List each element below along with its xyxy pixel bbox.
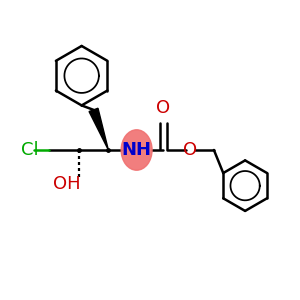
Polygon shape: [89, 108, 108, 150]
Text: Cl: Cl: [21, 141, 38, 159]
Text: O: O: [183, 141, 197, 159]
Text: O: O: [156, 99, 170, 117]
Text: OH: OH: [53, 175, 81, 193]
Text: NH: NH: [122, 141, 152, 159]
Ellipse shape: [121, 130, 152, 170]
